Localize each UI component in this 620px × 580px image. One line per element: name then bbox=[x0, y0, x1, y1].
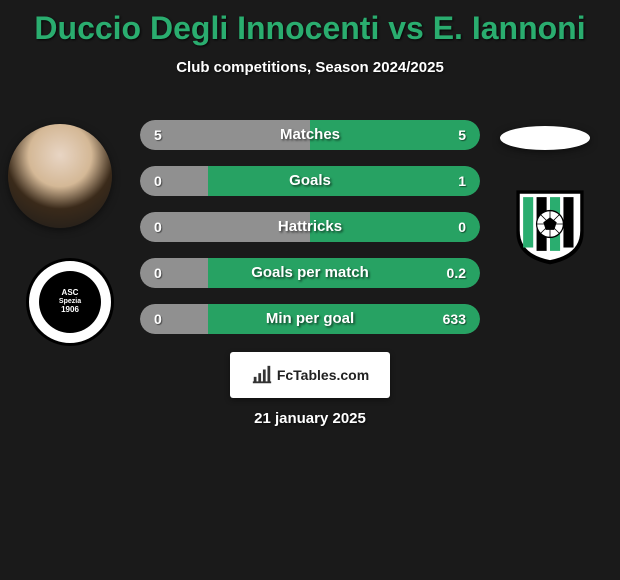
bar-chart-icon bbox=[251, 364, 273, 386]
player-photo-right bbox=[500, 126, 590, 150]
club-left-initials: ASC bbox=[62, 289, 79, 298]
stat-label: Matches bbox=[140, 120, 480, 150]
spezia-badge: ASC Spezia 1906 bbox=[39, 271, 101, 333]
stats-area: 55Matches 01Goals 00Hattricks 00.2Goals per… bbox=[140, 120, 480, 350]
stat-row: 01Goals bbox=[140, 166, 480, 196]
player-photo-left bbox=[8, 124, 112, 228]
page-subtitle: Club competitions, Season 2024/2025 bbox=[0, 59, 620, 76]
stat-row: 55Matches bbox=[140, 120, 480, 150]
stat-row: 00.2Goals per match bbox=[140, 258, 480, 288]
branding-label: FcTables.com bbox=[277, 367, 369, 383]
footer-date: 21 january 2025 bbox=[0, 410, 620, 427]
stat-row: 00Hattricks bbox=[140, 212, 480, 242]
sassuolo-badge bbox=[508, 182, 592, 266]
branding-box[interactable]: FcTables.com bbox=[230, 352, 390, 398]
page-title: Duccio Degli Innocenti vs E. Iannoni bbox=[0, 0, 620, 47]
stat-row: 0633Min per goal bbox=[140, 304, 480, 334]
club-left-year: 1906 bbox=[61, 306, 79, 315]
club-logo-left: ASC Spezia 1906 bbox=[26, 258, 114, 346]
stat-label: Hattricks bbox=[140, 212, 480, 242]
stat-label: Goals bbox=[140, 166, 480, 196]
stat-label: Goals per match bbox=[140, 258, 480, 288]
club-logo-right bbox=[500, 176, 600, 272]
stat-label: Min per goal bbox=[140, 304, 480, 334]
